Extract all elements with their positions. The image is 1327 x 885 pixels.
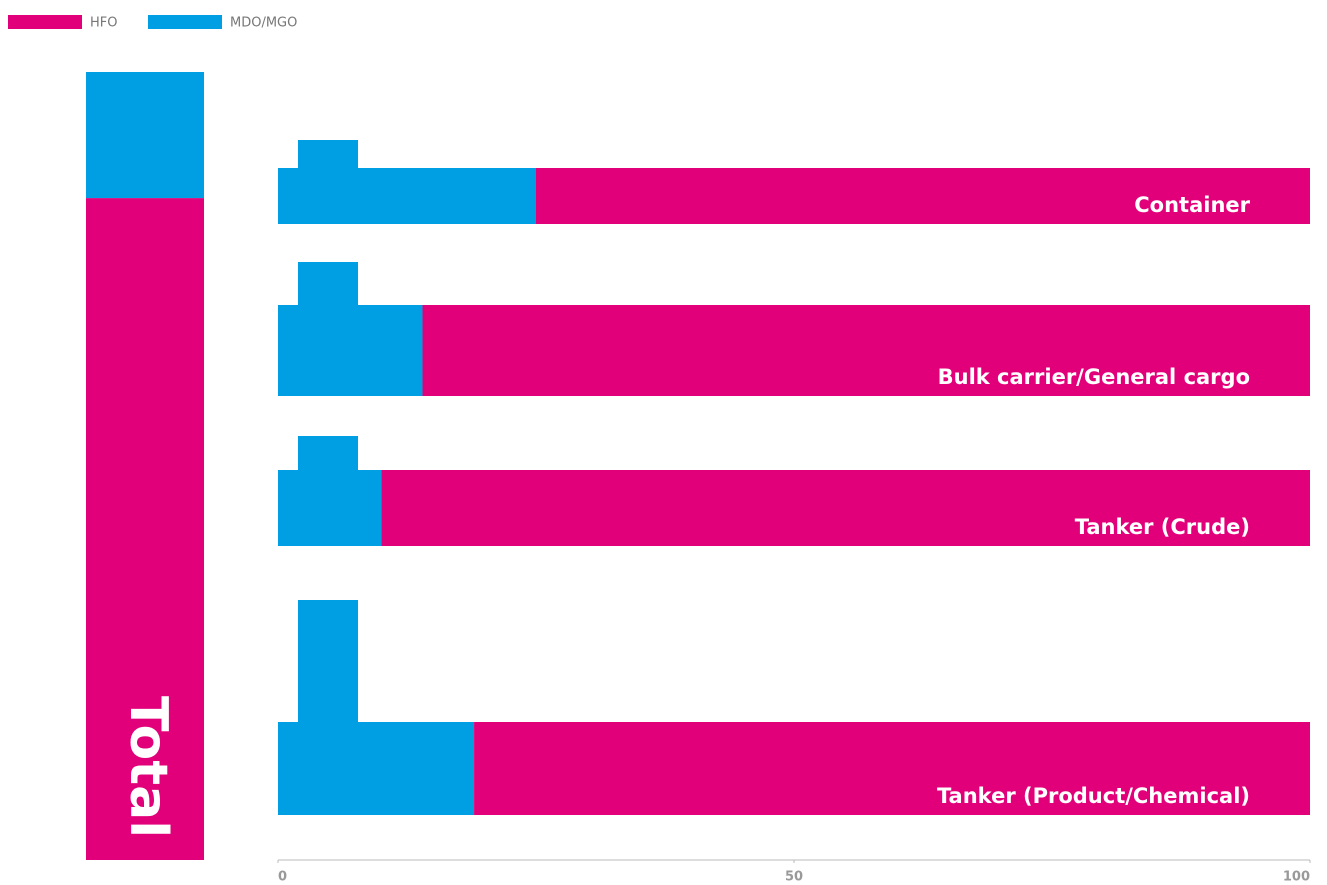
- ship-segment: [381, 470, 1310, 546]
- legend-swatch: [148, 15, 222, 29]
- total-segment: [86, 72, 204, 199]
- total-segment: [86, 198, 204, 860]
- category-label: Bulk carrier/General cargo: [938, 365, 1250, 389]
- x-tick-label: 100: [1283, 870, 1310, 885]
- ship-segment: [474, 722, 1311, 815]
- legend-label: MDO/MGO: [230, 16, 297, 31]
- category-label: Tanker (Crude): [1075, 515, 1250, 539]
- ship-segment: [278, 168, 536, 224]
- x-tick-label: 0: [278, 870, 287, 885]
- legend-swatch: [8, 15, 82, 29]
- ship-segment: [536, 168, 1310, 224]
- superstructure: [298, 140, 358, 169]
- category-label: Tanker (Product/Chemical): [937, 784, 1250, 808]
- ship-segment: [278, 305, 423, 396]
- ship-segment: [278, 470, 382, 546]
- superstructure: [298, 436, 358, 471]
- total-label: Total: [118, 696, 178, 838]
- category-label: Container: [1134, 193, 1250, 217]
- ship-segment: [422, 305, 1311, 396]
- superstructure: [298, 262, 358, 306]
- ship-segment: [278, 722, 475, 815]
- superstructure: [298, 600, 358, 723]
- x-tick-label: 50: [785, 870, 803, 885]
- legend-label: HFO: [90, 16, 118, 31]
